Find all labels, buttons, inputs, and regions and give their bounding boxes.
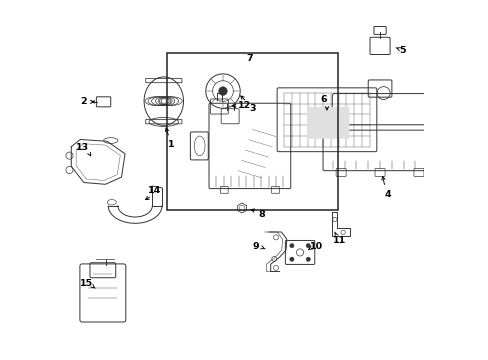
Circle shape — [218, 87, 227, 95]
Bar — [167, 53, 337, 211]
Text: 15: 15 — [79, 279, 92, 288]
Text: 8: 8 — [258, 210, 264, 219]
Circle shape — [289, 243, 293, 248]
Text: 1: 1 — [167, 140, 174, 149]
Text: 12: 12 — [237, 101, 251, 110]
Circle shape — [289, 257, 293, 261]
Text: 3: 3 — [249, 104, 256, 113]
Text: 10: 10 — [309, 242, 322, 251]
Circle shape — [305, 257, 310, 261]
Text: 9: 9 — [252, 242, 259, 251]
Text: 4: 4 — [384, 190, 390, 199]
Text: 2: 2 — [81, 97, 87, 106]
FancyBboxPatch shape — [306, 107, 349, 139]
Circle shape — [305, 243, 310, 248]
Text: 7: 7 — [246, 54, 253, 63]
Text: 11: 11 — [332, 236, 345, 245]
Text: 5: 5 — [399, 46, 406, 55]
Text: 13: 13 — [76, 143, 89, 152]
Text: 6: 6 — [320, 95, 326, 104]
Text: 14: 14 — [147, 185, 161, 194]
